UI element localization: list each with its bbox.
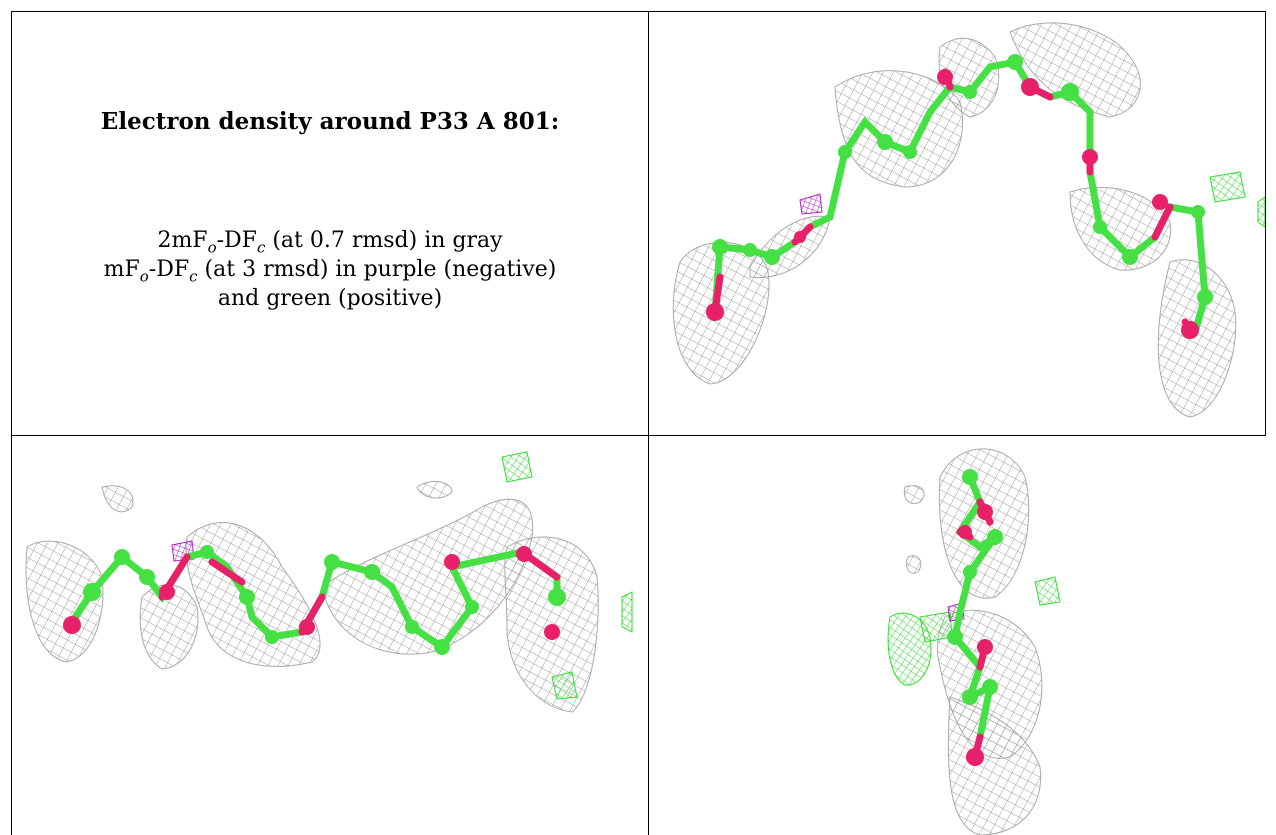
- carbon-atoms: [712, 54, 1213, 305]
- caption-legend: 2mFo-DFc (at 0.7 rmsd) in gray mFo-DFc (…: [12, 226, 648, 313]
- gray-mesh-blobs: [672, 22, 1237, 418]
- oxygen-atoms: [958, 504, 993, 766]
- negative-mesh: [799, 193, 823, 215]
- positive-mesh: [887, 576, 1061, 686]
- oxygen-atoms: [63, 546, 560, 640]
- positive-mesh: [501, 451, 633, 700]
- oxygen-atoms: [706, 69, 1199, 339]
- legend-line-fo-fc: mFo-DFc (at 3 rmsd) in purple (negative): [103, 257, 557, 286]
- view-bottom-left: [12, 437, 648, 835]
- gray-mesh-blobs: [25, 481, 599, 713]
- caption-title: Electron density around P33 A 801:: [100, 108, 560, 135]
- carbon-atoms: [947, 469, 1003, 705]
- legend-line-2fo-fc: 2mFo-DFc (at 0.7 rmsd) in gray: [157, 228, 503, 257]
- carbon-atoms: [83, 545, 566, 655]
- density-render-bottom-right: [887, 448, 1061, 835]
- legend-line-colors: and green (positive): [217, 286, 443, 311]
- density-render-bottom-left: [25, 451, 633, 713]
- view-bottom-right: [650, 437, 1265, 835]
- table-border-top: [11, 11, 1266, 12]
- table-border-left: [11, 11, 12, 835]
- table-divider-horizontal: [11, 435, 1266, 436]
- positive-mesh: [1209, 171, 1265, 228]
- table-border-right: [1265, 11, 1266, 435]
- caption-cell: Electron density around P33 A 801: 2mFo-…: [12, 12, 648, 433]
- density-render-top-right: [672, 22, 1265, 418]
- view-top-right: [650, 12, 1265, 434]
- table-divider-vertical: [648, 11, 649, 835]
